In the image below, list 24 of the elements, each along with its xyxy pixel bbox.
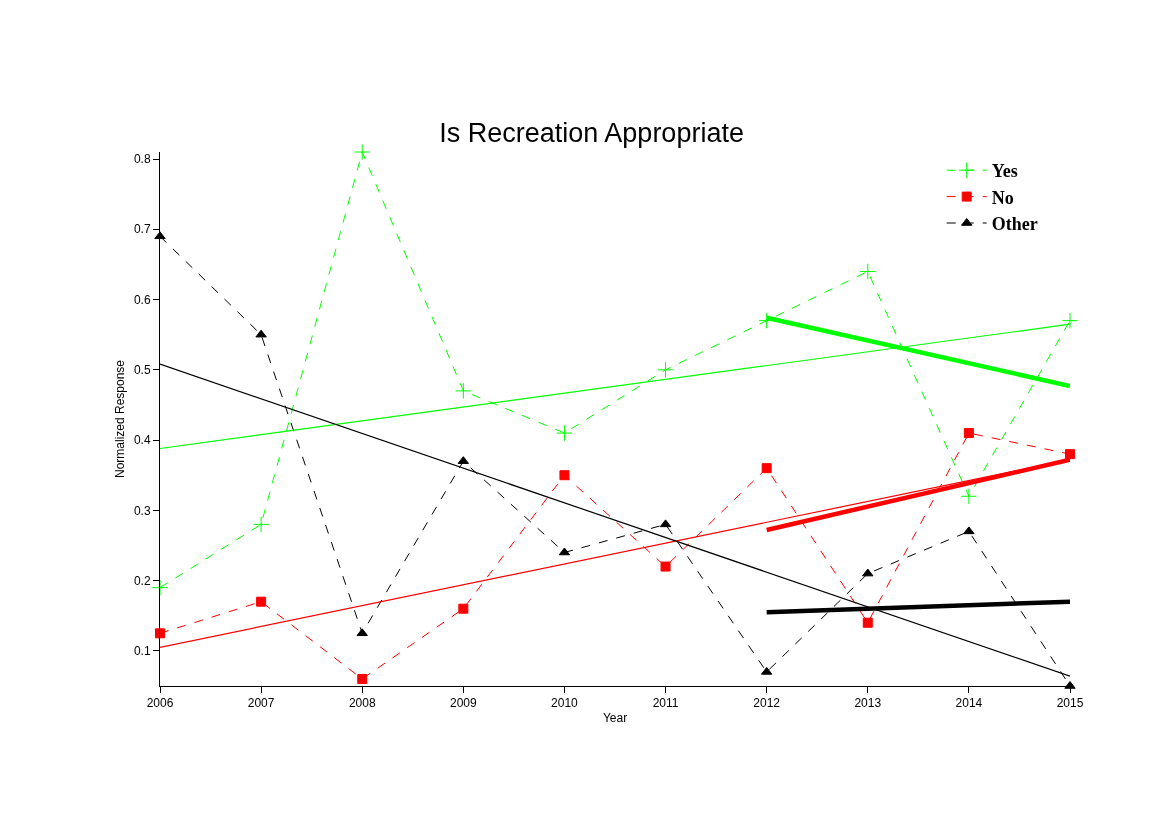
y-tick-label: 0.4 bbox=[133, 433, 151, 448]
x-tick-label: 2009 bbox=[449, 696, 477, 711]
y-axis-title: Normalized Response bbox=[113, 359, 128, 479]
y-tick-label: 0.3 bbox=[133, 503, 151, 518]
x-tick-label: 2010 bbox=[551, 696, 579, 711]
y-tick-label: 0.5 bbox=[133, 363, 151, 378]
x-tick-label: 2014 bbox=[955, 696, 983, 711]
chart-title: Is Recreation Appropriate bbox=[439, 117, 744, 148]
x-tick-label: 2011 bbox=[652, 696, 679, 711]
x-tick-label: 2007 bbox=[247, 696, 275, 711]
legend-label: Other bbox=[991, 214, 1038, 235]
y-tick-label: 0.8 bbox=[133, 152, 151, 167]
x-tick-label: 2008 bbox=[348, 696, 376, 711]
x-tick-label: 2012 bbox=[753, 696, 781, 711]
y-tick-label: 0.2 bbox=[133, 573, 151, 588]
x-tick-label: 2006 bbox=[146, 696, 174, 711]
y-tick-label: 0.6 bbox=[133, 292, 151, 307]
x-tick-label: 2013 bbox=[854, 696, 882, 711]
legend-label: Yes bbox=[991, 161, 1018, 182]
x-axis-title: Year bbox=[602, 711, 628, 726]
y-tick-label: 0.7 bbox=[133, 222, 151, 237]
y-tick-label: 0.1 bbox=[133, 644, 151, 659]
legend-label: No bbox=[991, 187, 1014, 208]
x-tick-label: 2015 bbox=[1056, 696, 1084, 711]
